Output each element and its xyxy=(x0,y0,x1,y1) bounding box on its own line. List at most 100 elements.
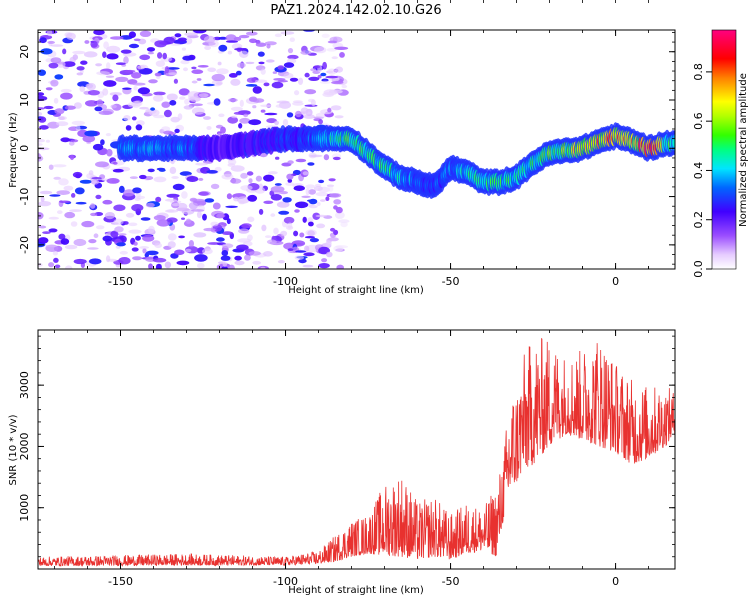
spectrogram-noise-blob xyxy=(48,228,58,233)
spectrogram-noise-blob xyxy=(193,30,207,34)
spectrogram-noise-blob xyxy=(268,171,278,175)
spectrogram-noise-blob xyxy=(238,228,250,234)
spectrogram-noise-blob xyxy=(58,178,69,186)
spectrogram-noise-blob xyxy=(38,116,47,123)
spectrogram-noise-blob xyxy=(132,256,143,261)
spectrogram-noise-blob xyxy=(186,176,199,182)
spectrogram-noise-blob xyxy=(233,111,245,115)
spectrogram-noise-blob xyxy=(333,245,344,252)
spectrogram-noise-blob xyxy=(180,59,190,65)
spectrogram-noise-blob xyxy=(240,185,253,191)
spectrogram-noise-blob xyxy=(270,213,276,217)
spectrogram-noise-blob xyxy=(274,33,282,38)
spectrogram-noise-blob xyxy=(265,235,272,239)
spectrogram-noise-blob xyxy=(154,40,167,48)
spectrogram-noise-blob xyxy=(43,105,54,110)
spectrogram-noise-blob xyxy=(321,258,328,263)
spectrogram-noise-blob xyxy=(113,204,126,212)
spectrogram-noise-blob xyxy=(227,50,233,55)
spectrogram-noise-blob xyxy=(72,50,86,55)
spectrogram-noise-blob xyxy=(305,188,310,196)
spectrogram-noise-blob xyxy=(105,133,111,137)
spectrogram-noise-blob xyxy=(133,100,143,107)
spectrogram-noise-blob xyxy=(332,156,341,161)
spectrogram-noise-blob xyxy=(221,250,229,257)
spectrogram-noise-blob xyxy=(153,91,166,96)
spectrogram-noise-blob xyxy=(110,36,124,40)
spectrogram-noise-blob xyxy=(95,225,105,230)
spectrogram-noise-blob xyxy=(276,100,290,104)
spectrogram-ridge-blob xyxy=(672,137,675,148)
spectrogram-noise-blob xyxy=(79,85,86,92)
spectrogram-noise-blob xyxy=(307,162,315,166)
spectrogram-noise-blob xyxy=(248,119,262,126)
spectrogram-noise-blob xyxy=(53,176,61,180)
spectrogram-noise-blob xyxy=(88,170,94,176)
spectrogram-noise-blob xyxy=(280,230,288,237)
x-tick-label: -50 xyxy=(442,275,460,288)
spectrogram-noise-blob xyxy=(293,185,305,191)
spectrogram-noise-blob xyxy=(69,154,75,161)
spectrogram-noise-blob xyxy=(170,116,180,123)
spectrogram-noise-blob xyxy=(335,66,344,73)
spectrogram-y-ticks: -20 -10 0 10 20 xyxy=(18,32,675,265)
spectrogram-noise-blob xyxy=(39,125,49,130)
spectrogram-noise-blob xyxy=(124,69,136,73)
spectrogram-noise-blob xyxy=(334,46,349,50)
spectrogram-noise-blob xyxy=(40,48,53,55)
spectrogram-noise-blob xyxy=(139,54,151,61)
spectrogram-noise-blob xyxy=(260,109,266,113)
spectrogram-noise-blob xyxy=(153,215,166,221)
spectrogram-noise-blob xyxy=(308,205,318,209)
spectrogram-noise-blob xyxy=(85,83,94,89)
spectrogram-noise-blob xyxy=(152,94,164,102)
spectrogram-noise-blob xyxy=(142,248,147,254)
spectrogram-noise-blob xyxy=(145,202,155,208)
spectrogram-noise-blob xyxy=(236,244,249,251)
spectrogram-noise-blob xyxy=(191,80,198,84)
spectrogram-noise-blob xyxy=(70,139,79,143)
spectrogram-noise-blob xyxy=(115,76,129,82)
spectrogram-noise-blob xyxy=(93,233,99,238)
spectrogram-noise-blob xyxy=(300,107,309,114)
spectrogram-noise-blob xyxy=(271,81,284,89)
spectrogram-noise-blob xyxy=(294,209,300,213)
spectrogram-noise-blob xyxy=(339,52,345,58)
spectrogram-noise-blob xyxy=(102,235,113,242)
spectrogram-noise-blob xyxy=(292,101,304,106)
spectrogram-noise-blob xyxy=(252,260,262,265)
spectrogram-noise-blob xyxy=(132,187,142,194)
spectrogram-noise-blob xyxy=(110,104,117,109)
spectrogram-noise-blob xyxy=(277,260,285,264)
spectrogram-noise-blob xyxy=(128,43,140,49)
spectrogram-noise-blob xyxy=(172,183,185,191)
spectrogram-noise-blob xyxy=(218,113,225,118)
spectrogram-noise-blob xyxy=(315,192,329,197)
spectrogram-noise-blob xyxy=(60,92,73,100)
spectrogram-noise-blob xyxy=(146,47,156,52)
spectrogram-noise-blob xyxy=(170,43,181,46)
spectrogram-x-ticks: -150 -100 -50 0 xyxy=(54,0,649,288)
spectrogram-noise-blob xyxy=(161,101,171,108)
spectrogram-noise-blob xyxy=(276,201,290,208)
spectrogram-noise-blob xyxy=(153,114,165,119)
spectrogram-noise-blob xyxy=(71,120,86,126)
spectrogram-noise-blob xyxy=(230,78,241,86)
spectrogram-noise-blob xyxy=(263,200,274,204)
spectrogram-noise-blob xyxy=(238,50,249,58)
spectrogram-noise-blob xyxy=(95,161,109,168)
colorbar-tick-label: 0.6 xyxy=(692,112,705,130)
spectrogram-noise-blob xyxy=(308,189,316,195)
spectrogram-noise-blob xyxy=(50,79,59,87)
spectrogram-noise-blob xyxy=(174,249,185,256)
spectrogram-noise-blob xyxy=(244,254,251,261)
spectrogram-noise-blob xyxy=(183,105,193,110)
spectrogram-noise-blob xyxy=(309,154,323,158)
spectrogram-noise-blob xyxy=(122,189,135,197)
spectrogram-noise-blob xyxy=(333,205,338,210)
spectrogram-noise-blob xyxy=(38,237,49,244)
spectrogram-noise-blob xyxy=(163,109,172,118)
spectrogram-noise-blob xyxy=(96,71,110,76)
spectrogram-noise-blob xyxy=(139,246,150,249)
